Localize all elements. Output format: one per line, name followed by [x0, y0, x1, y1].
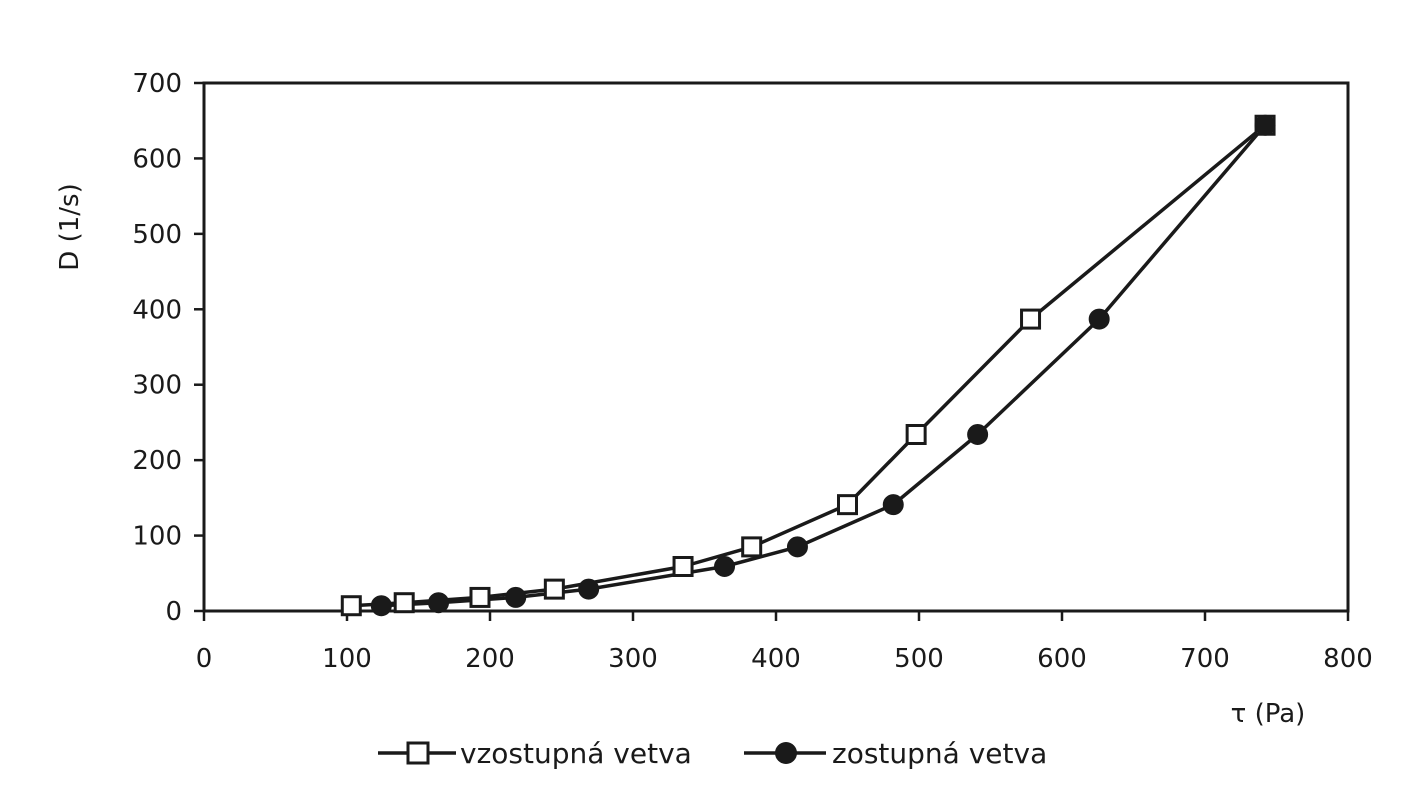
x-tick-label: 400	[751, 644, 801, 674]
data-point-square	[1020, 308, 1042, 330]
data-point-circle	[714, 555, 736, 577]
data-point-circle	[786, 536, 808, 558]
data-point-square	[741, 536, 763, 558]
legend: vzostupná vetva zostupná vetva	[378, 737, 1047, 770]
data-point-square	[672, 555, 694, 577]
x-tick-label: 500	[894, 644, 944, 674]
x-tick-label: 300	[608, 644, 658, 674]
x-tick-label: 100	[322, 644, 372, 674]
y-tick-label: 100	[132, 522, 182, 552]
x-tick-label: 200	[465, 644, 515, 674]
y-tick-label: 300	[132, 371, 182, 401]
legend-marker-circle	[775, 742, 797, 764]
series-layer	[340, 114, 1276, 617]
data-point-circle	[882, 494, 904, 516]
legend-marker-square	[406, 741, 430, 765]
plot-frame	[202, 81, 1350, 613]
x-tick-label: 800	[1323, 644, 1373, 674]
y-tick-label: 600	[132, 144, 182, 174]
data-point-square	[543, 578, 565, 600]
data-point-square	[340, 595, 362, 617]
series-line-1	[381, 124, 1267, 608]
data-point-circle	[505, 586, 527, 608]
data-point-square	[837, 494, 858, 516]
data-point-circle	[1088, 308, 1110, 330]
x-axis-title: τ (Pa)	[1231, 699, 1306, 729]
y-tick-label: 400	[132, 295, 182, 325]
series-line-0	[351, 123, 1267, 608]
y-tick-label: 200	[132, 446, 182, 476]
y-tick-label: 500	[132, 220, 182, 250]
legend-label-vzostupna: vzostupná vetva	[460, 737, 692, 770]
y-tick-label: 0	[165, 597, 182, 627]
data-point-circle	[370, 595, 392, 617]
data-point-circle	[428, 592, 450, 614]
y-tick-label: 700	[132, 69, 182, 99]
x-tick-label: 600	[1037, 644, 1087, 674]
data-point-circle	[578, 578, 600, 600]
y-axis-title: D (1/s)	[55, 183, 85, 270]
x-tick-label: 700	[1180, 644, 1230, 674]
x-tick-label: 0	[196, 644, 213, 674]
axes: 0 100 200 300 400 500 600 700 0 100 200 300 400 500 60…	[132, 69, 1372, 674]
data-point-square	[469, 586, 491, 608]
data-point-square	[905, 423, 927, 445]
data-point-circle	[967, 423, 989, 445]
legend-label-zostupna: zostupná vetva	[832, 737, 1047, 770]
data-point-circle	[1254, 114, 1276, 136]
data-point-square	[393, 592, 415, 614]
